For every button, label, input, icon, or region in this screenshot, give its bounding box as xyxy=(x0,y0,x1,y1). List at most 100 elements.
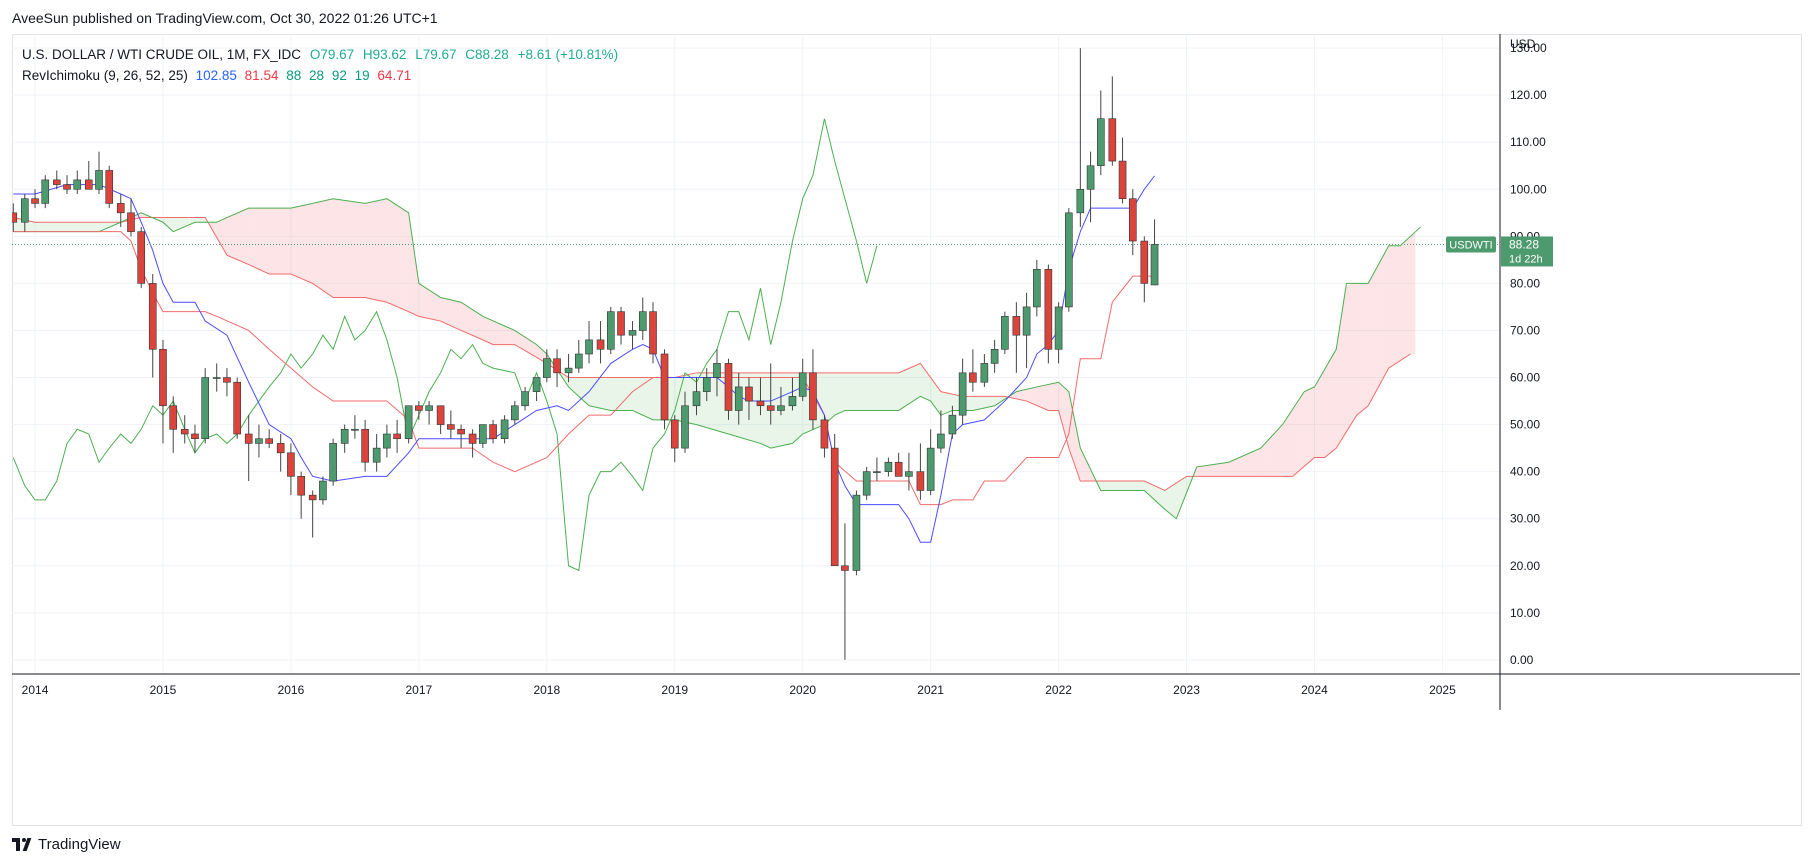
cloud-segment xyxy=(1164,487,1171,514)
cloud-segment xyxy=(301,204,307,281)
cloud-segment xyxy=(621,377,627,411)
cloud-segment xyxy=(1218,463,1224,477)
candle-body xyxy=(159,348,167,407)
cloud-segment xyxy=(1324,359,1331,458)
cloud-segment xyxy=(413,243,419,317)
cloud-segment xyxy=(77,222,83,232)
symbol-badge xyxy=(1446,236,1496,253)
cloud-segment xyxy=(386,198,392,305)
cloud-segment xyxy=(1378,255,1384,388)
candle-body xyxy=(660,353,669,421)
candle-body xyxy=(255,438,263,444)
cloud-segment xyxy=(999,396,1005,403)
time-tick-label: 2025 xyxy=(1429,683,1456,697)
cloud-segment xyxy=(786,372,792,445)
ohlc-high: H93.62 xyxy=(362,47,407,62)
cloud-segment xyxy=(509,327,515,345)
candle-body xyxy=(1054,306,1063,350)
time-tick-label: 2015 xyxy=(150,683,177,697)
candle-body xyxy=(734,386,743,411)
footer-brand[interactable]: TradingView xyxy=(12,836,121,853)
cloud-segment xyxy=(573,377,579,396)
cloud-segment xyxy=(882,372,888,411)
candle-body xyxy=(1150,244,1159,286)
time-tick-label: 2018 xyxy=(533,683,560,697)
cloud-segment xyxy=(210,222,216,236)
candle-body xyxy=(670,419,679,449)
price-tick-label: 60.00 xyxy=(1510,371,1540,385)
candle-body xyxy=(1140,240,1149,284)
cloud-segment xyxy=(855,372,861,411)
cloud-segment xyxy=(994,396,1000,406)
candle-body xyxy=(1033,268,1041,308)
cloud-segment xyxy=(978,396,984,410)
candle-body xyxy=(319,480,327,501)
cloud-segment xyxy=(599,377,606,410)
symbol-legend-row: U.S. DOLLAR / WTI CRUDE OIL, 1M, FX_IDC … xyxy=(22,44,623,65)
candle-body xyxy=(180,428,189,435)
candle-body xyxy=(191,433,199,440)
candle-body xyxy=(1065,212,1073,308)
candle-body xyxy=(798,372,807,397)
price-chart[interactable]: USD 0.00 10.00 20.00 30.00 40.00 50.00 60.00 70.… xyxy=(12,34,1800,824)
candle-body xyxy=(638,311,647,331)
cloud-segment xyxy=(311,202,318,287)
cloud-segment xyxy=(1303,389,1309,468)
candle-body xyxy=(52,179,61,185)
cloud-segment xyxy=(322,199,328,294)
candle-body xyxy=(468,433,477,444)
candle-body xyxy=(372,447,381,463)
candle-body xyxy=(756,400,765,407)
candle-body xyxy=(745,386,753,402)
cloud-segment xyxy=(503,325,510,345)
symbol-description[interactable]: U.S. DOLLAR / WTI CRUDE OIL, 1M, FX_IDC xyxy=(22,47,302,62)
cloud-segment xyxy=(1266,436,1272,477)
indicator-name[interactable]: RevIchimoku (9, 26, 52, 25) xyxy=(22,68,188,83)
candle-body xyxy=(990,348,999,364)
cloud-segment xyxy=(1100,481,1107,491)
cloud-segment xyxy=(1287,409,1293,477)
candle-body xyxy=(809,372,817,421)
time-tick-label: 2016 xyxy=(278,683,305,697)
candle-body xyxy=(841,565,849,571)
candle-body xyxy=(585,339,593,355)
cloud-segment xyxy=(1271,430,1277,477)
candle-body xyxy=(649,311,657,355)
cloud-segment xyxy=(668,377,675,420)
cloud-segment xyxy=(295,205,302,279)
cloud-segment xyxy=(583,377,590,406)
candle-body xyxy=(553,358,561,374)
candle-body xyxy=(884,461,893,472)
cloud-segment xyxy=(1330,350,1336,454)
ohlc-change: +8.61 (+10.81%) xyxy=(517,47,619,62)
candle-body xyxy=(415,405,423,411)
candle-body xyxy=(1001,316,1009,350)
cloud-segment xyxy=(972,396,979,411)
cloud-segment xyxy=(253,208,259,270)
ohlc-close: C88.28 xyxy=(465,47,509,62)
candle-body xyxy=(511,405,519,421)
cloud-segment xyxy=(183,217,190,228)
symbol-badge-label: USDWTI xyxy=(1449,239,1492,251)
cloud-segment xyxy=(1383,245,1389,378)
cloud-segment xyxy=(157,217,163,223)
cloud-segment xyxy=(1399,241,1405,362)
candle-body xyxy=(12,212,18,223)
cloud-segment xyxy=(1319,369,1325,458)
candle-body xyxy=(1108,118,1117,162)
indicator-value: 88 xyxy=(286,68,302,83)
indicator-value: 64.71 xyxy=(377,68,412,83)
cloud-segment xyxy=(866,372,872,411)
cloud-segment xyxy=(1351,283,1357,424)
candle-body xyxy=(265,438,273,444)
cloud-segment xyxy=(1404,236,1411,358)
candle-body xyxy=(852,494,861,571)
candle-body xyxy=(276,443,285,454)
cloud-segment xyxy=(1042,384,1048,411)
cloud-segment xyxy=(173,217,179,232)
candle-body xyxy=(830,447,839,567)
cloud-segment xyxy=(1036,385,1043,408)
cloud-segment xyxy=(397,205,403,309)
price-tick-label: 40.00 xyxy=(1510,465,1540,479)
candle-body xyxy=(361,428,369,463)
